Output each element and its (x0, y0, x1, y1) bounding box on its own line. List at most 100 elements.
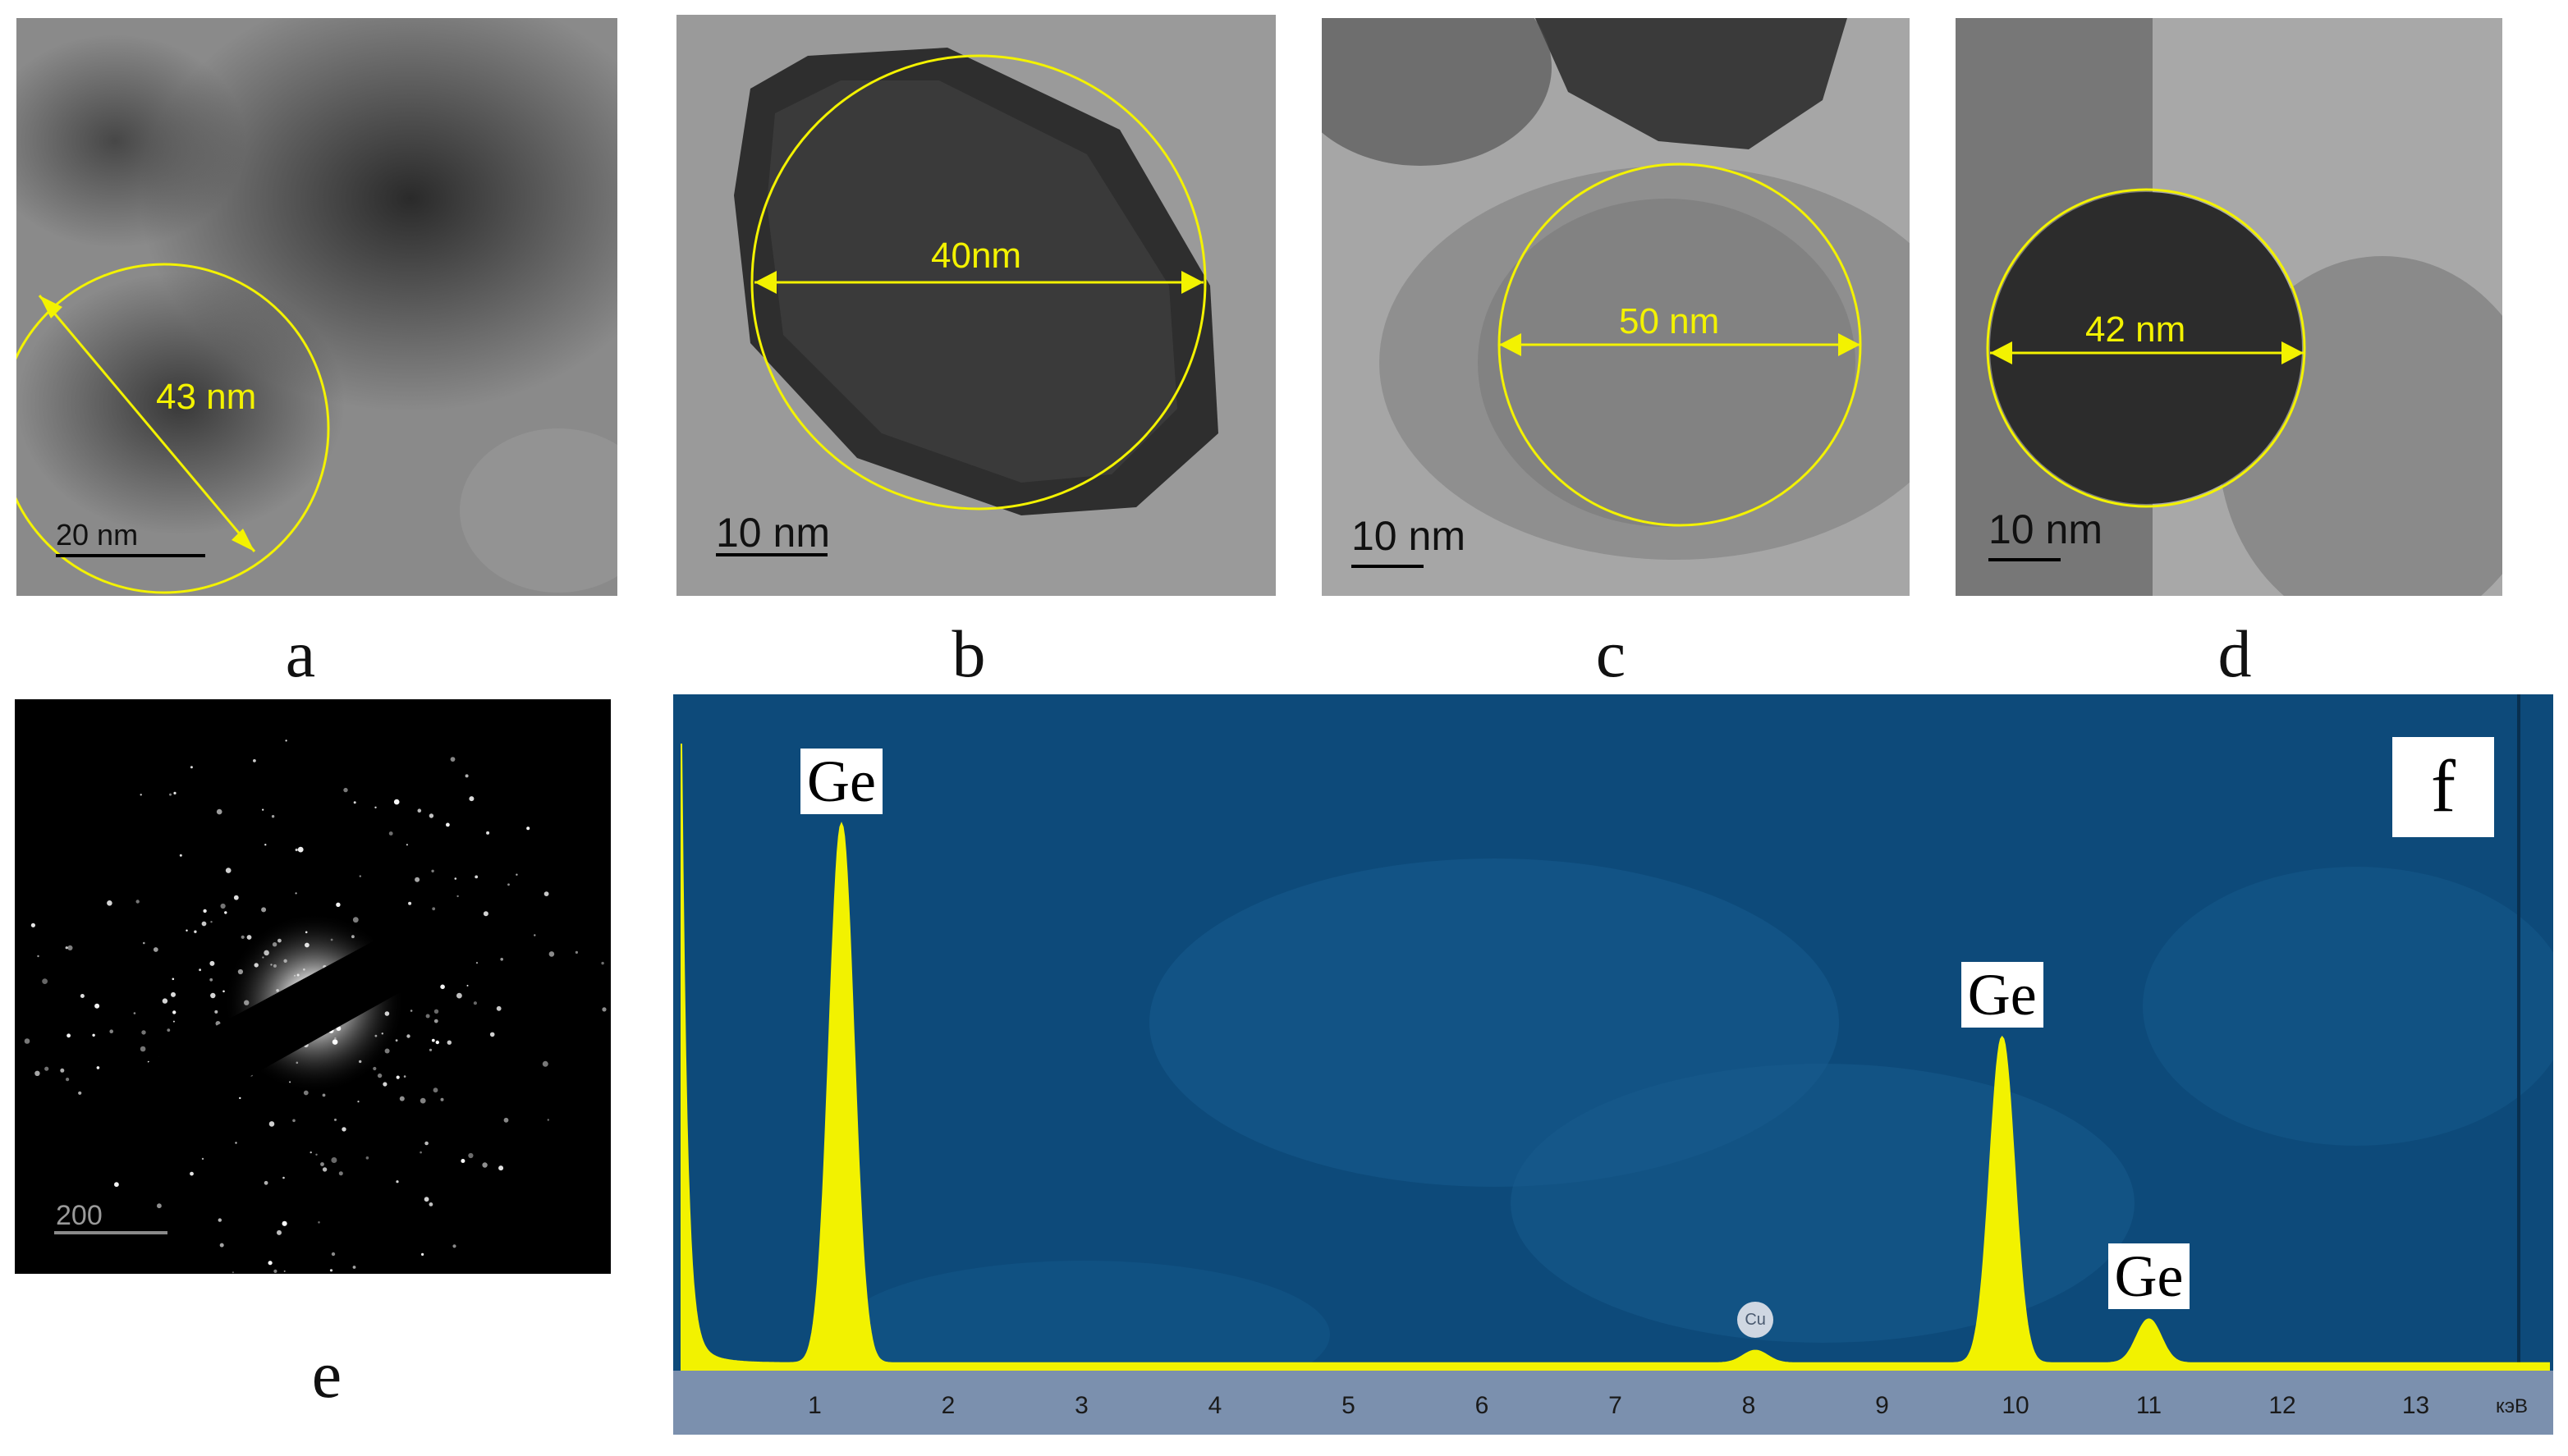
diffraction-spot (141, 1030, 146, 1035)
diffraction-spot (331, 1157, 337, 1163)
diffraction-spot (80, 994, 85, 998)
diffraction-spot (270, 964, 273, 966)
tick-label: 8 (1741, 1392, 1756, 1419)
diffraction-spot (352, 917, 359, 923)
diffraction-spot (403, 1075, 406, 1078)
diffraction-spot (172, 1020, 175, 1023)
diffraction-spot (433, 1019, 438, 1023)
diffraction-spot (482, 1162, 488, 1168)
diffraction-spot (357, 1101, 360, 1103)
diffraction-spot (432, 907, 436, 911)
diffraction-spot (447, 1040, 452, 1045)
tick-label: 5 (1341, 1392, 1355, 1419)
tem-image-d (1956, 18, 2502, 596)
diffraction-spot (276, 989, 279, 992)
diffraction-spot (469, 796, 475, 802)
scale-bar-label-b: 10 nm (716, 510, 830, 556)
diffraction-spot (143, 941, 145, 945)
diffraction-spot (351, 935, 355, 939)
diffraction-spot (264, 950, 269, 956)
diffraction-spot (534, 934, 536, 936)
diffraction-spot (268, 1121, 275, 1127)
diffraction-spot (338, 1171, 343, 1176)
diffraction-spot (305, 942, 310, 948)
diffraction-spot (452, 1244, 456, 1248)
diffraction-spot (109, 1029, 113, 1033)
diffraction-spot (373, 1066, 377, 1071)
tick-label: 7 (1608, 1392, 1622, 1419)
diffraction-spot (220, 903, 226, 909)
diffraction-spot (466, 984, 469, 987)
diffraction-spot (140, 1046, 146, 1052)
diffraction-spot (232, 1271, 234, 1274)
diffraction-spot (92, 1033, 95, 1037)
diffraction-spot (305, 931, 308, 934)
diffraction-spot (42, 978, 48, 984)
diffraction-spot (273, 1269, 277, 1273)
diffraction-spot (237, 968, 243, 975)
tem-panel-c: 50 nm 10 nm (1322, 18, 1910, 596)
diffraction-spot (271, 815, 275, 818)
diffraction-spot (424, 1197, 429, 1202)
diffraction-spot (542, 1060, 548, 1067)
diffraction-spot (395, 1039, 398, 1042)
scale-bar-label-e: 200 (56, 1200, 103, 1231)
tem-panel-d: 42 nm 10 nm (1956, 18, 2502, 596)
diffraction-spot (140, 794, 142, 796)
diffraction-spot (66, 1078, 70, 1082)
diffraction-pattern (15, 739, 607, 1274)
tem-panel-b: 40nm 10 nm (676, 15, 1276, 596)
diffraction-spot (384, 1048, 390, 1054)
tick-label: 9 (1875, 1392, 1889, 1419)
diffraction-spot (396, 1180, 399, 1184)
diffraction-spot (410, 1010, 413, 1012)
measurement-label-b: 40nm (931, 236, 1022, 276)
diffraction-spot (30, 923, 35, 927)
diffraction-spot (503, 1117, 509, 1123)
diffraction-spot (456, 992, 462, 999)
diffraction-spot (342, 1127, 346, 1132)
diffraction-spot (65, 946, 68, 950)
diffraction-spot (253, 759, 256, 762)
panel-label-d: d (2217, 616, 2252, 691)
tem-image-a (16, 18, 617, 596)
diffraction-spot (203, 909, 207, 913)
diffraction-spot (283, 1270, 286, 1272)
peak-label-cu: Cu (1737, 1301, 1774, 1338)
diffraction-spot (468, 1152, 474, 1159)
diffraction-spot (431, 869, 434, 872)
diffraction-spot (388, 831, 393, 836)
diffraction-spot (399, 1096, 405, 1101)
eds-spectrum (673, 694, 2553, 1435)
scale-bar-label-a: 20 nm (56, 518, 139, 552)
diffraction-spot (548, 951, 555, 957)
diffraction-spot (421, 1252, 424, 1256)
diffraction-spot (359, 875, 361, 877)
diffraction-spot (171, 991, 176, 997)
saed-panel-e: 200 (15, 699, 611, 1274)
diffraction-spot (377, 1073, 383, 1078)
diffraction-spot (475, 962, 479, 964)
diffraction-spot (456, 895, 459, 898)
diffraction-spot (415, 877, 420, 882)
measurement-label-d: 42 nm (2085, 309, 2186, 350)
diffraction-spot (277, 938, 282, 943)
diffraction-spot (66, 1033, 71, 1038)
spectrum-curve (681, 743, 2550, 1371)
diffraction-spot (424, 1141, 429, 1146)
diffraction-spot (24, 1038, 30, 1044)
diffraction-spot (272, 942, 277, 947)
tem-panel-a: 43 nm 20 nm (16, 18, 617, 596)
diffraction-spot (244, 1000, 250, 1005)
diffraction-spot (396, 1075, 400, 1079)
diffraction-spot (295, 848, 298, 852)
diffraction-spot (283, 959, 287, 963)
diffraction-spot (37, 955, 39, 958)
diffraction-spot (167, 1028, 171, 1032)
tick-label: 4 (1208, 1392, 1222, 1419)
diffraction-spot (483, 911, 488, 917)
diffraction-spot (264, 1180, 268, 1185)
diffraction-spot (352, 1266, 356, 1269)
diffraction-spot (218, 1218, 222, 1222)
diffraction-spot (429, 813, 434, 818)
